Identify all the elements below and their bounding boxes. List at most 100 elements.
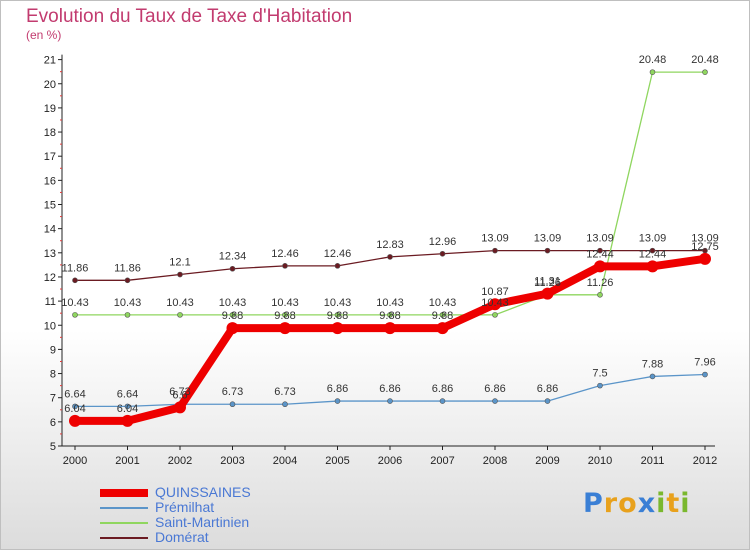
logo-letter: r <box>603 488 619 519</box>
x-tick-label: 2003 <box>220 455 244 467</box>
logo-letter: P <box>583 488 604 519</box>
legend: QUINSSAINES Prémilhat Saint-Martinien Domér… <box>100 484 300 545</box>
x-tick-label: 2012 <box>693 455 717 467</box>
logo-letter: i <box>656 488 667 519</box>
data-point <box>229 401 236 408</box>
logo-letter: i <box>680 488 691 519</box>
data-label: 12.44 <box>639 248 667 260</box>
data-point <box>699 252 711 265</box>
data-point <box>72 277 78 284</box>
x-tick-label: 2011 <box>641 455 665 467</box>
y-tick-label: 8 <box>50 369 56 381</box>
data-label: 10.87 <box>481 286 509 298</box>
data-label: 10.43 <box>219 297 247 309</box>
y-tick-label: 5 <box>50 441 56 453</box>
data-point <box>387 312 393 318</box>
data-point <box>649 69 656 75</box>
data-point <box>439 398 446 404</box>
x-tick-label: 2005 <box>325 455 349 467</box>
data-point <box>121 414 134 427</box>
x-tick-label: 2004 <box>273 455 297 467</box>
data-label: 6.73 <box>169 386 190 398</box>
data-label: 13.09 <box>481 233 509 245</box>
data-label: 10.43 <box>376 297 404 309</box>
data-label: 7.96 <box>694 357 715 369</box>
data-point <box>334 263 341 269</box>
data-point <box>384 322 396 335</box>
data-label: 10.43 <box>114 297 142 309</box>
y-tick-label: 20 <box>44 79 56 91</box>
data-point <box>594 260 606 273</box>
data-point <box>492 398 498 404</box>
data-point <box>72 403 78 410</box>
data-label: 12.46 <box>271 248 299 260</box>
x-tick-label: 2010 <box>588 455 612 467</box>
data-label: 10.43 <box>324 297 352 309</box>
y-tick-label: 11 <box>45 296 56 308</box>
legend-swatch <box>100 489 148 497</box>
y-tick-label: 6 <box>50 417 56 429</box>
data-point <box>229 312 236 318</box>
y-tick-label: 17 <box>44 151 56 163</box>
data-label: 6.64 <box>64 388 85 400</box>
data-label: 12.46 <box>324 248 352 260</box>
data-label: 6.64 <box>117 388 138 400</box>
data-point <box>489 298 501 311</box>
data-label: 20.48 <box>639 54 667 66</box>
legend-swatch <box>100 507 148 509</box>
data-point <box>331 322 344 335</box>
data-point <box>334 398 341 404</box>
data-label: 6.73 <box>274 386 295 398</box>
data-label: 7.5 <box>592 368 607 380</box>
data-label: 11.86 <box>114 262 141 274</box>
data-label: 9.88 <box>379 310 400 322</box>
data-point <box>124 312 131 318</box>
data-label: 9.88 <box>222 310 243 322</box>
data-point <box>649 373 656 380</box>
y-tick-label: 12 <box>44 272 56 284</box>
data-label: 11.31 <box>534 276 561 288</box>
data-label: 10.43 <box>481 297 509 309</box>
data-point <box>282 263 288 269</box>
legend-item: Prémilhat <box>100 499 300 515</box>
legend-label: Prémilhat <box>155 499 215 515</box>
legend-label: QUINSSAINES <box>155 484 251 500</box>
data-point <box>492 247 498 254</box>
data-point <box>646 260 659 273</box>
data-point <box>492 312 498 318</box>
y-tick-label: 18 <box>44 127 56 139</box>
data-label: 12.96 <box>429 236 457 248</box>
data-label: 11.26 <box>587 277 614 289</box>
data-point <box>544 247 551 254</box>
data-point <box>226 322 239 335</box>
data-label: 12.1 <box>169 257 190 269</box>
data-label: 12.44 <box>586 248 614 260</box>
legend-label: Domérat <box>155 529 209 545</box>
logo-letter: x <box>637 488 657 519</box>
data-point <box>541 287 554 300</box>
y-tick-label: 10 <box>44 320 56 332</box>
data-label: 6.04 <box>64 403 85 415</box>
y-tick-label: 19 <box>44 103 56 115</box>
y-tick-label: 15 <box>44 200 56 212</box>
chart-title: Evolution du Taux de Taxe d'Habitation <box>26 6 353 27</box>
proxiti-logo: Proxiti <box>583 488 691 519</box>
data-point <box>174 401 186 414</box>
data-point <box>544 398 551 404</box>
y-tick-label: 16 <box>44 175 56 187</box>
data-label: 6.86 <box>327 383 348 395</box>
data-point <box>282 312 288 318</box>
data-point <box>177 271 183 278</box>
x-tick-label: 2009 <box>535 455 559 467</box>
data-label: 6.04 <box>117 403 138 415</box>
x-tick-label: 2007 <box>430 455 454 467</box>
x-tick-label: 2006 <box>378 455 402 467</box>
data-label: 9.88 <box>432 310 453 322</box>
data-point <box>597 247 603 254</box>
data-label: 7.88 <box>642 358 663 370</box>
data-label: 12.34 <box>219 251 247 263</box>
logo-letter: t <box>666 488 681 519</box>
y-tick-label: 9 <box>50 344 56 356</box>
data-label: 6.86 <box>432 383 453 395</box>
